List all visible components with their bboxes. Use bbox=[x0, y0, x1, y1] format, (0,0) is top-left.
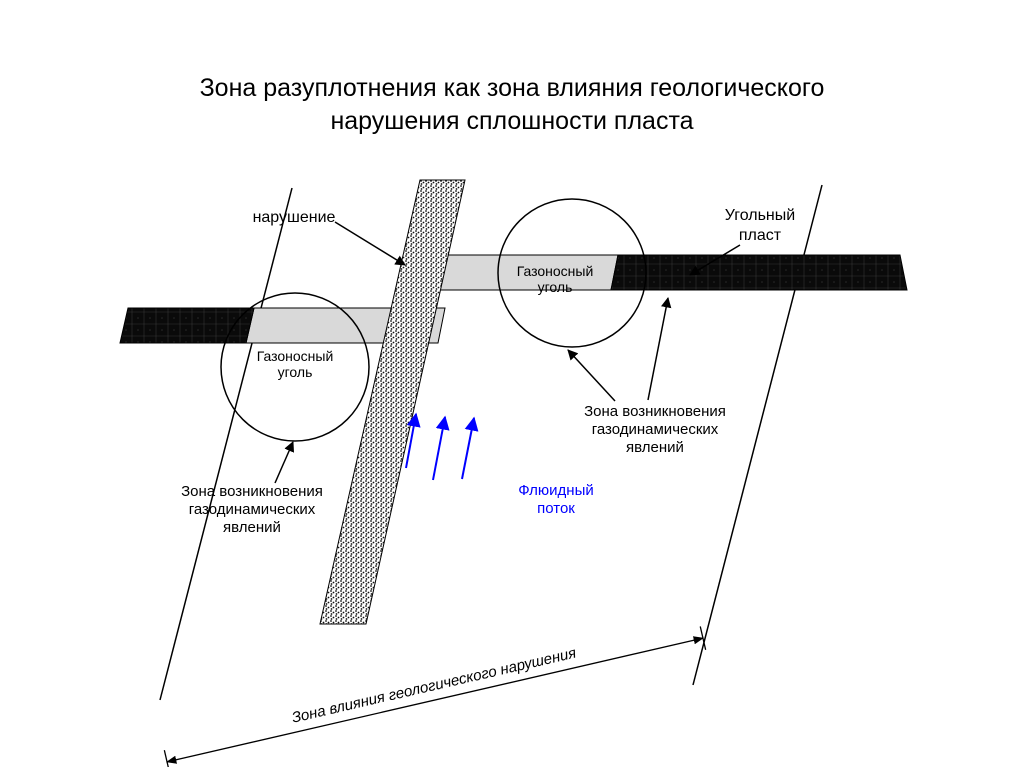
diagram-svg: нарушение Угольный пласт Газоносный угол… bbox=[0, 0, 1024, 767]
fluid-arrow-3 bbox=[462, 418, 474, 479]
coal-seam-label-line2: пласт bbox=[739, 227, 782, 244]
influence-zone-dimension bbox=[164, 626, 705, 767]
zone-right-label-line3: явлений bbox=[626, 439, 684, 456]
fluid-flow-label-line2: поток bbox=[537, 500, 575, 517]
zone-left-label-line1: Зона возникновения bbox=[181, 483, 323, 500]
fluid-arrow-2 bbox=[433, 417, 445, 480]
gas-coal-left-label-line2: уголь bbox=[278, 364, 313, 380]
gas-coal-right-label-line2: уголь bbox=[538, 279, 573, 295]
coal-seam-label-line1: Угольный bbox=[725, 207, 795, 224]
influence-zone-label: Зона влияния геологического нарушения bbox=[290, 645, 578, 727]
coal-seam-right bbox=[611, 255, 907, 290]
fault-label: нарушение bbox=[253, 209, 336, 226]
zone-right-label-line1: Зона возникновения bbox=[584, 403, 726, 420]
zone-right-label-line2: газодинамических bbox=[592, 421, 719, 438]
zone-left-label-line3: явлений bbox=[223, 519, 281, 536]
zone-left-label-line2: газодинамических bbox=[189, 501, 316, 518]
gas-coal-left-label-line1: Газоносный bbox=[257, 348, 334, 364]
fault-band bbox=[320, 180, 465, 624]
left-boundary-line bbox=[160, 188, 292, 700]
zone-left-label-arrow bbox=[275, 442, 293, 483]
gas-coal-right-label-line1: Газоносный bbox=[517, 263, 594, 279]
fault-label-arrow bbox=[335, 222, 405, 265]
zone-right-label-arrow-a bbox=[568, 350, 615, 401]
zone-right-label-arrow-b bbox=[648, 298, 668, 400]
fluid-flow-label-line1: Флюидный bbox=[518, 482, 593, 499]
